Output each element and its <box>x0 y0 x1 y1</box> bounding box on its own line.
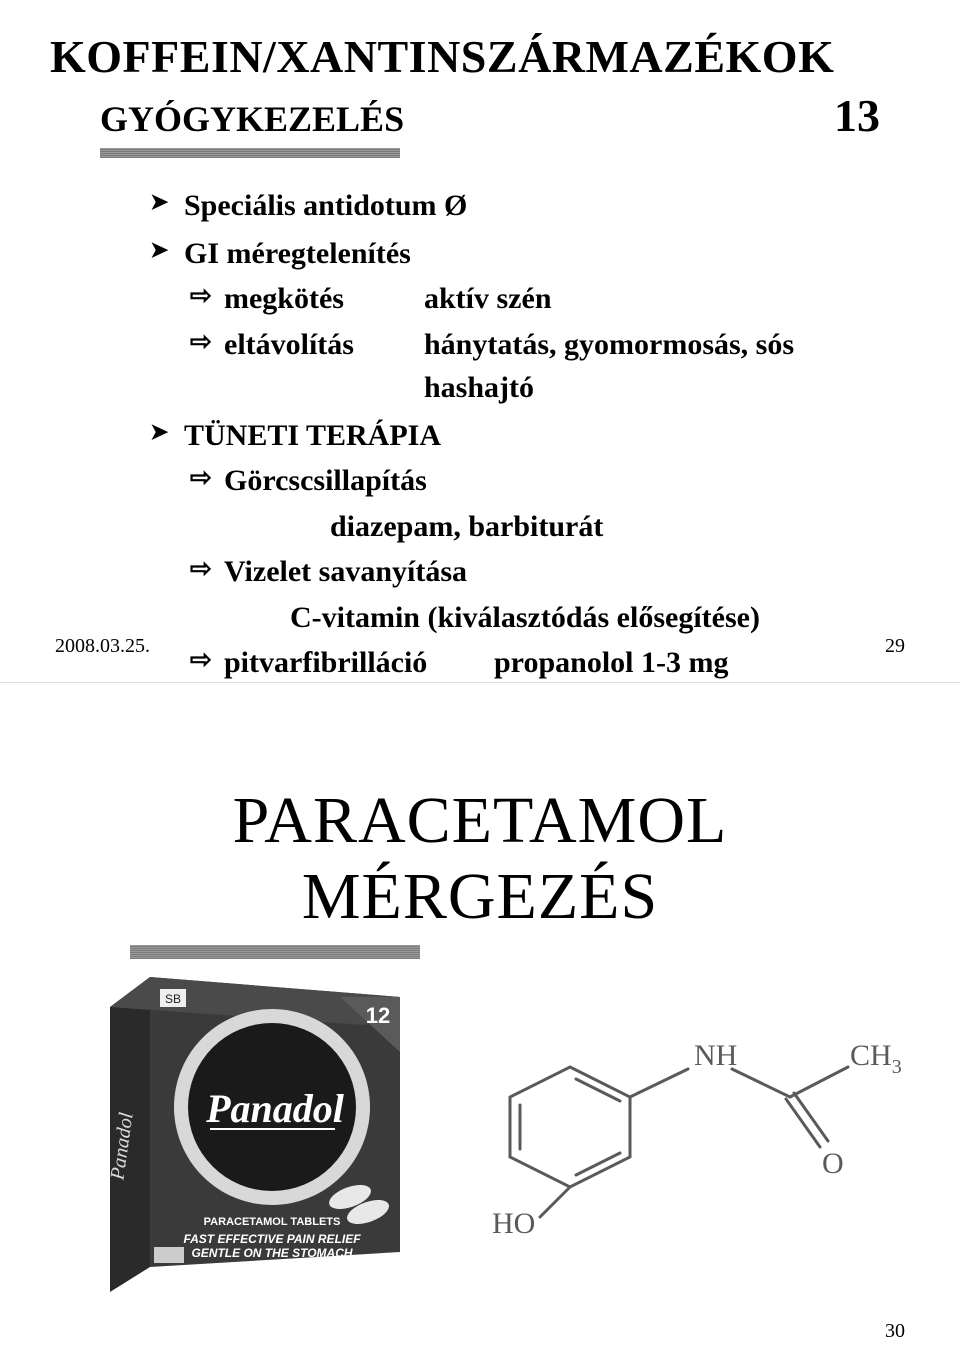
panadol-box-icon: SB 12 Panadol PARACETAMOL TABLETS FAST E… <box>100 947 420 1297</box>
slide-1: KOFFEIN/XANTINSZÁRMAZÉKOK GYÓGYKEZELÉS 1… <box>0 0 960 683</box>
slide1-title: KOFFEIN/XANTINSZÁRMAZÉKOK <box>50 30 910 83</box>
slide1-subtitle: GYÓGYKEZELÉS <box>50 98 404 140</box>
bullet-gi: GI méregtelenítés <box>150 232 910 276</box>
slide1-footer: 2008.03.25. 29 <box>55 635 905 658</box>
bullet-antidotum: Speciális antidotum Ø <box>150 184 910 228</box>
box-sub3: GENTLE ON THE STOMACH <box>191 1246 352 1260</box>
label-ho: HO <box>492 1207 535 1240</box>
count-12: 12 <box>366 1003 390 1028</box>
box-sub1: PARACETAMOL TABLETS <box>204 1216 341 1228</box>
slide2-images: SB 12 Panadol PARACETAMOL TABLETS FAST E… <box>50 967 910 1307</box>
subsub-cvitamin: C-vitamin (kiválasztódás elősegítése) <box>150 596 910 640</box>
sub-vizelet: Vizelet savanyítása <box>150 550 910 594</box>
label-megkotes: megkötés <box>224 277 424 321</box>
slide1-number: 13 <box>834 89 910 142</box>
chem-structure-icon: NH CH3 O HO <box>450 1007 930 1247</box>
slide2-footer-pagenum: 30 <box>885 1320 905 1343</box>
sub-eltavolitas: eltávolítás hánytatás, gyomormosás, sós … <box>150 323 910 410</box>
label-nh: NH <box>694 1039 737 1072</box>
panadol-logo: Panadol <box>205 1086 345 1131</box>
value-aktivszen: aktív szén <box>424 277 552 321</box>
slide1-content: Speciális antidotum Ø GI méregtelenítés … <box>50 184 910 685</box>
box-sub2: FAST EFFECTIVE PAIN RELIEF <box>183 1232 361 1246</box>
label-o: O <box>822 1147 844 1180</box>
title-line1: PARACETAMOL <box>233 784 728 857</box>
label-ch3: CH3 <box>850 1039 902 1078</box>
sb-text: SB <box>165 992 181 1006</box>
label-eltavolitas: eltávolítás <box>224 323 424 410</box>
subsub-diazepam: diazepam, barbiturát <box>150 505 910 549</box>
footer-pagenum: 29 <box>885 635 905 658</box>
slide1-subrow: GYÓGYKEZELÉS 13 <box>50 89 910 142</box>
bullet-tuneti: TÜNETI TERÁPIA <box>150 414 910 458</box>
sub-megkotes: megkötés aktív szén <box>150 277 910 321</box>
slide2-title: PARACETAMOL MÉRGEZÉS <box>50 783 910 935</box>
sub-gorcs: Görcscsillapítás <box>150 459 910 503</box>
title-line2: MÉRGEZÉS <box>302 860 658 933</box>
slide-2: PARACETAMOL MÉRGEZÉS SB 12 Panadol <box>0 683 960 1367</box>
value-hanytatas: hánytatás, gyomormosás, sós hashajtó <box>424 323 910 410</box>
separator-bar <box>100 148 400 158</box>
footer-date: 2008.03.25. <box>55 635 150 658</box>
